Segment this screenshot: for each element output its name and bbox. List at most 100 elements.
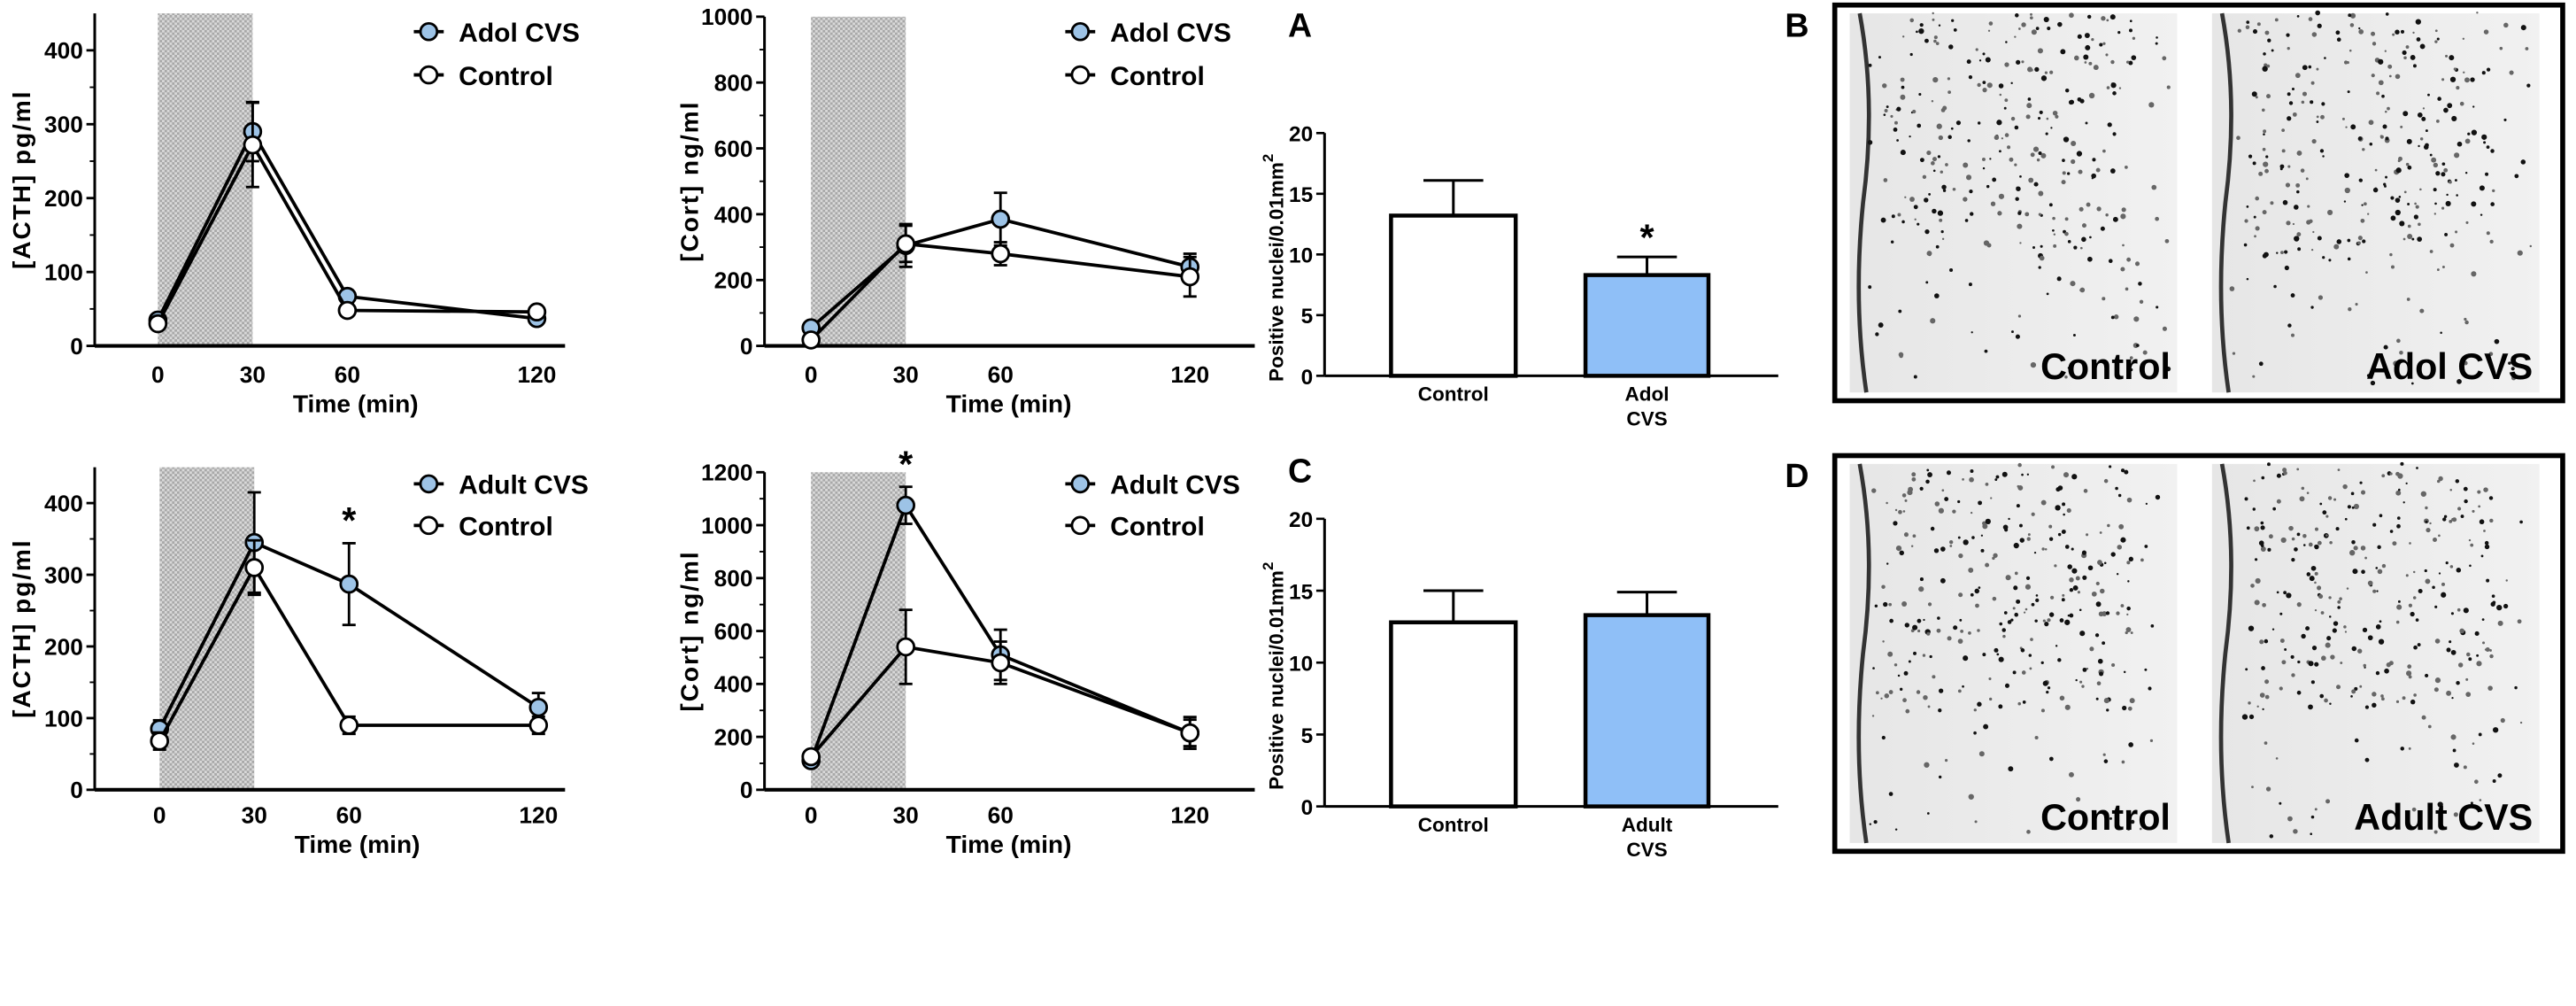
- stained-nucleus: [2048, 756, 2054, 762]
- stained-nucleus: [2105, 611, 2110, 615]
- stained-nucleus: [1869, 823, 1872, 825]
- stained-nucleus: [2456, 86, 2460, 90]
- y-axis-label-superscript: 2: [1260, 562, 1276, 570]
- stained-nucleus: [2270, 201, 2274, 205]
- stained-nucleus: [2350, 124, 2356, 130]
- stained-nucleus: [2264, 679, 2270, 685]
- stained-nucleus: [2349, 550, 2356, 556]
- stained-nucleus: [2069, 12, 2074, 19]
- stained-nucleus: [2069, 577, 2074, 583]
- stained-nucleus: [2019, 242, 2022, 244]
- stained-nucleus: [2489, 649, 2492, 652]
- stained-nucleus: [2353, 546, 2358, 551]
- stained-nucleus: [1980, 548, 1985, 553]
- stained-nucleus: [2055, 487, 2061, 492]
- stained-nucleus: [1932, 12, 1934, 15]
- stained-nucleus: [2264, 63, 2268, 67]
- stained-nucleus: [2357, 136, 2363, 141]
- stained-nucleus: [2081, 223, 2086, 228]
- stained-nucleus: [2463, 765, 2467, 770]
- stained-nucleus: [2265, 786, 2271, 792]
- stained-nucleus: [2403, 56, 2407, 60]
- stained-nucleus: [2400, 461, 2404, 466]
- stained-nucleus: [2279, 686, 2283, 691]
- stained-nucleus: [1968, 282, 1972, 287]
- stained-nucleus: [2344, 187, 2350, 194]
- stained-nucleus: [2291, 558, 2295, 562]
- stained-nucleus: [1897, 674, 1901, 677]
- ventricle-edge: [2218, 463, 2233, 844]
- stained-nucleus: [2076, 797, 2081, 802]
- y-tick-label: 20: [1289, 123, 1313, 147]
- stained-nucleus: [2276, 473, 2281, 478]
- stained-nucleus: [2427, 724, 2432, 729]
- stained-nucleus: [2092, 158, 2096, 162]
- stained-nucleus: [2376, 91, 2380, 96]
- legend-marker: [419, 474, 439, 494]
- stained-nucleus: [1998, 704, 2003, 709]
- stained-nucleus: [2339, 597, 2342, 600]
- stained-nucleus: [1978, 59, 1982, 62]
- stained-nucleus: [1913, 205, 1918, 210]
- stained-nucleus: [2248, 714, 2255, 720]
- stained-nucleus: [2113, 314, 2119, 320]
- stained-nucleus: [2463, 360, 2468, 366]
- stained-nucleus: [2426, 527, 2431, 533]
- stained-nucleus: [2460, 515, 2464, 518]
- y-tick-label: 0: [740, 333, 753, 360]
- stained-nucleus: [2125, 287, 2129, 291]
- stained-nucleus: [2244, 497, 2248, 501]
- stained-nucleus: [1900, 687, 1903, 691]
- stained-nucleus: [2070, 281, 2076, 287]
- stained-nucleus: [1924, 197, 1929, 203]
- stained-nucleus: [2325, 799, 2331, 804]
- y-tick-label: 400: [714, 201, 753, 228]
- stained-nucleus: [1901, 601, 1908, 607]
- stained-nucleus: [1901, 493, 1907, 498]
- stained-nucleus: [2250, 584, 2255, 588]
- stained-nucleus: [1940, 546, 1946, 552]
- stained-nucleus: [1944, 759, 1948, 762]
- stained-nucleus: [2347, 90, 2350, 94]
- stained-nucleus: [2064, 88, 2070, 93]
- stained-nucleus: [1971, 536, 1975, 539]
- stained-nucleus: [2021, 22, 2026, 27]
- stained-nucleus: [2287, 323, 2292, 328]
- stained-nucleus: [2347, 505, 2351, 509]
- stained-nucleus: [2010, 81, 2013, 85]
- stained-nucleus: [2086, 533, 2089, 537]
- stained-nucleus: [2306, 572, 2311, 577]
- stained-nucleus: [2264, 694, 2270, 700]
- stained-nucleus: [2397, 600, 2401, 603]
- stained-nucleus: [2434, 638, 2441, 644]
- y-axis-label: Positive nuclei/0.01mm2: [1260, 154, 1287, 382]
- stained-nucleus: [2350, 491, 2355, 496]
- stained-nucleus: [2071, 159, 2076, 165]
- stained-nucleus: [2034, 619, 2038, 623]
- stained-nucleus: [2424, 569, 2427, 573]
- stained-nucleus: [2361, 490, 2366, 495]
- stained-nucleus: [2030, 68, 2033, 72]
- stained-nucleus: [2415, 19, 2421, 25]
- stained-nucleus: [1953, 625, 1958, 631]
- stained-nucleus: [2410, 55, 2416, 60]
- stained-nucleus: [2294, 205, 2299, 210]
- stained-nucleus: [2271, 49, 2274, 52]
- stained-nucleus: [1899, 550, 1904, 556]
- stained-nucleus: [2149, 739, 2154, 742]
- stained-nucleus: [2463, 486, 2468, 491]
- y-tick-label: 0: [70, 777, 83, 803]
- stained-nucleus: [2381, 474, 2386, 478]
- stained-nucleus: [1940, 170, 1943, 174]
- stained-nucleus: [1996, 653, 2000, 656]
- stained-nucleus: [2357, 236, 2363, 241]
- stained-nucleus: [2279, 164, 2285, 169]
- stained-nucleus: [2030, 361, 2037, 368]
- stained-nucleus: [2055, 645, 2058, 647]
- stained-nucleus: [2292, 222, 2295, 226]
- stained-nucleus: [2121, 468, 2125, 473]
- stained-nucleus: [2367, 213, 2370, 215]
- stained-nucleus: [1903, 532, 1909, 538]
- stained-nucleus: [1970, 592, 1974, 597]
